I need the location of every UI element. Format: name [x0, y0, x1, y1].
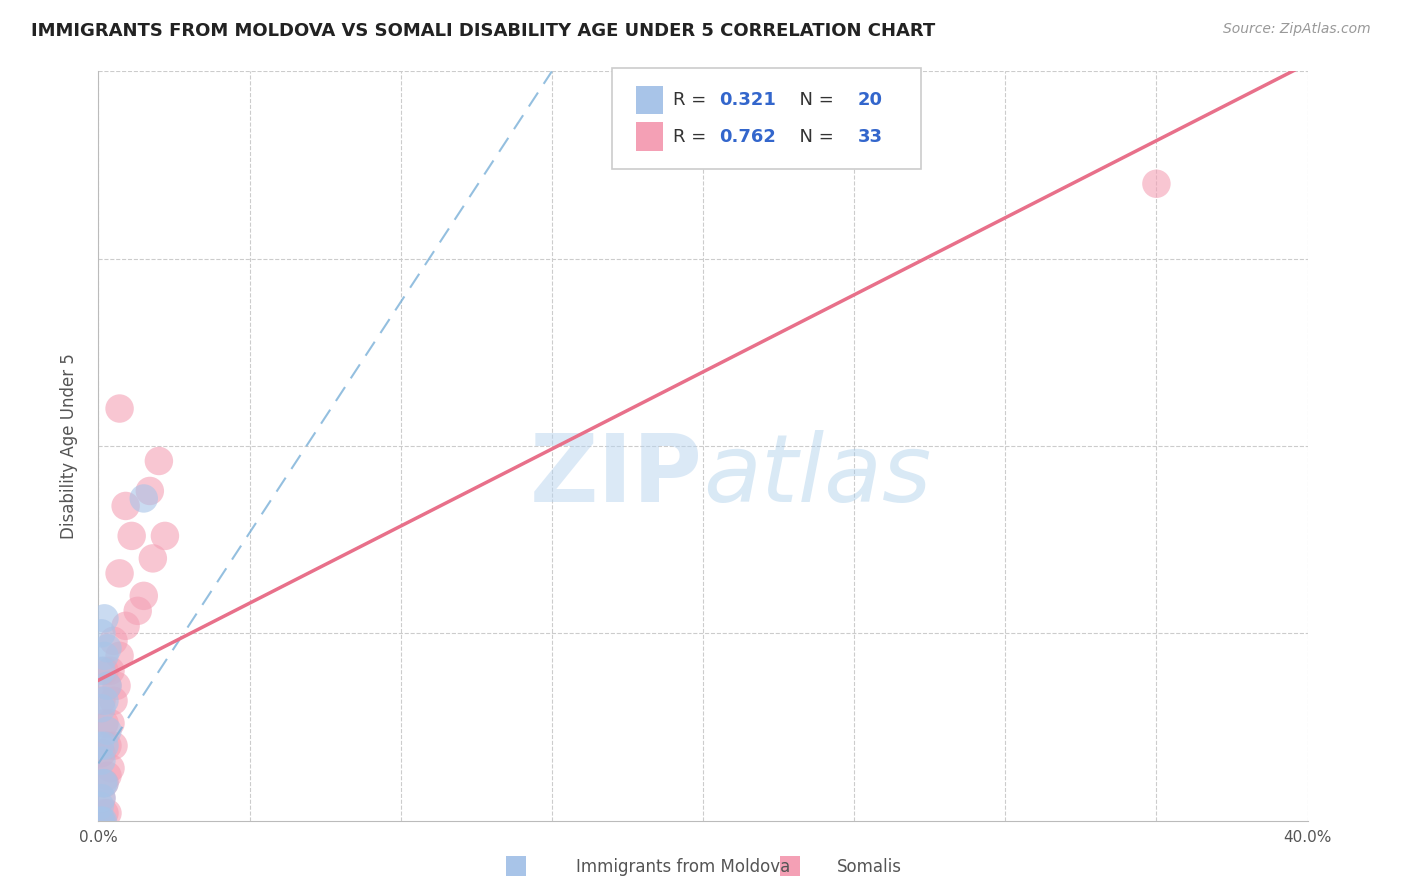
- Point: [90, 814, 112, 828]
- Point: [96, 679, 118, 693]
- Point: [90, 791, 112, 805]
- Text: 0.321: 0.321: [718, 91, 776, 109]
- Text: N =: N =: [787, 128, 839, 145]
- Point: [114, 499, 136, 513]
- Point: [90, 694, 112, 708]
- Point: [139, 483, 162, 498]
- Point: [96, 769, 118, 783]
- Point: [105, 679, 128, 693]
- Point: [148, 454, 170, 468]
- Point: [96, 723, 118, 738]
- Point: [108, 648, 131, 663]
- Point: [93, 806, 115, 821]
- Point: [90, 746, 112, 760]
- Point: [93, 648, 115, 663]
- Point: [93, 739, 115, 753]
- Point: [1144, 177, 1167, 191]
- Point: [96, 679, 118, 693]
- Point: [91, 776, 114, 790]
- Point: [108, 401, 131, 416]
- FancyBboxPatch shape: [637, 122, 664, 151]
- Text: Immigrants from Moldova: Immigrants from Moldova: [576, 858, 790, 876]
- Point: [142, 551, 165, 566]
- FancyBboxPatch shape: [637, 86, 664, 114]
- Point: [93, 716, 115, 731]
- Point: [90, 791, 112, 805]
- Point: [114, 619, 136, 633]
- Text: IMMIGRANTS FROM MOLDOVA VS SOMALI DISABILITY AGE UNDER 5 CORRELATION CHART: IMMIGRANTS FROM MOLDOVA VS SOMALI DISABI…: [31, 22, 935, 40]
- Point: [89, 739, 111, 753]
- Point: [121, 529, 143, 543]
- Point: [93, 776, 115, 790]
- Text: 33: 33: [858, 128, 883, 145]
- Point: [100, 761, 122, 775]
- Point: [96, 641, 118, 656]
- Point: [108, 566, 131, 581]
- Point: [132, 589, 155, 603]
- Point: [132, 491, 155, 506]
- Point: [103, 694, 125, 708]
- FancyBboxPatch shape: [613, 68, 921, 169]
- Point: [90, 664, 112, 678]
- Point: [89, 814, 111, 828]
- Point: [96, 806, 118, 821]
- Text: R =: R =: [672, 128, 711, 145]
- Point: [90, 701, 112, 715]
- Point: [100, 716, 122, 731]
- Text: Somalis: Somalis: [837, 858, 901, 876]
- Point: [103, 633, 125, 648]
- Point: [93, 664, 115, 678]
- Point: [90, 626, 112, 640]
- Text: 20: 20: [858, 91, 883, 109]
- Point: [93, 694, 115, 708]
- Text: 0.762: 0.762: [718, 128, 776, 145]
- Point: [90, 814, 112, 828]
- Point: [103, 739, 125, 753]
- Point: [96, 739, 118, 753]
- Point: [89, 814, 111, 828]
- Point: [90, 754, 112, 768]
- Y-axis label: Disability Age Under 5: Disability Age Under 5: [59, 353, 77, 539]
- Text: Source: ZipAtlas.com: Source: ZipAtlas.com: [1223, 22, 1371, 37]
- Point: [93, 776, 115, 790]
- Text: ZIP: ZIP: [530, 430, 703, 522]
- Point: [89, 798, 111, 813]
- Text: R =: R =: [672, 91, 711, 109]
- Point: [100, 664, 122, 678]
- Text: N =: N =: [787, 91, 839, 109]
- Point: [93, 611, 115, 625]
- Text: atlas: atlas: [703, 431, 931, 522]
- Point: [91, 814, 114, 828]
- Point: [127, 604, 149, 618]
- Point: [153, 529, 176, 543]
